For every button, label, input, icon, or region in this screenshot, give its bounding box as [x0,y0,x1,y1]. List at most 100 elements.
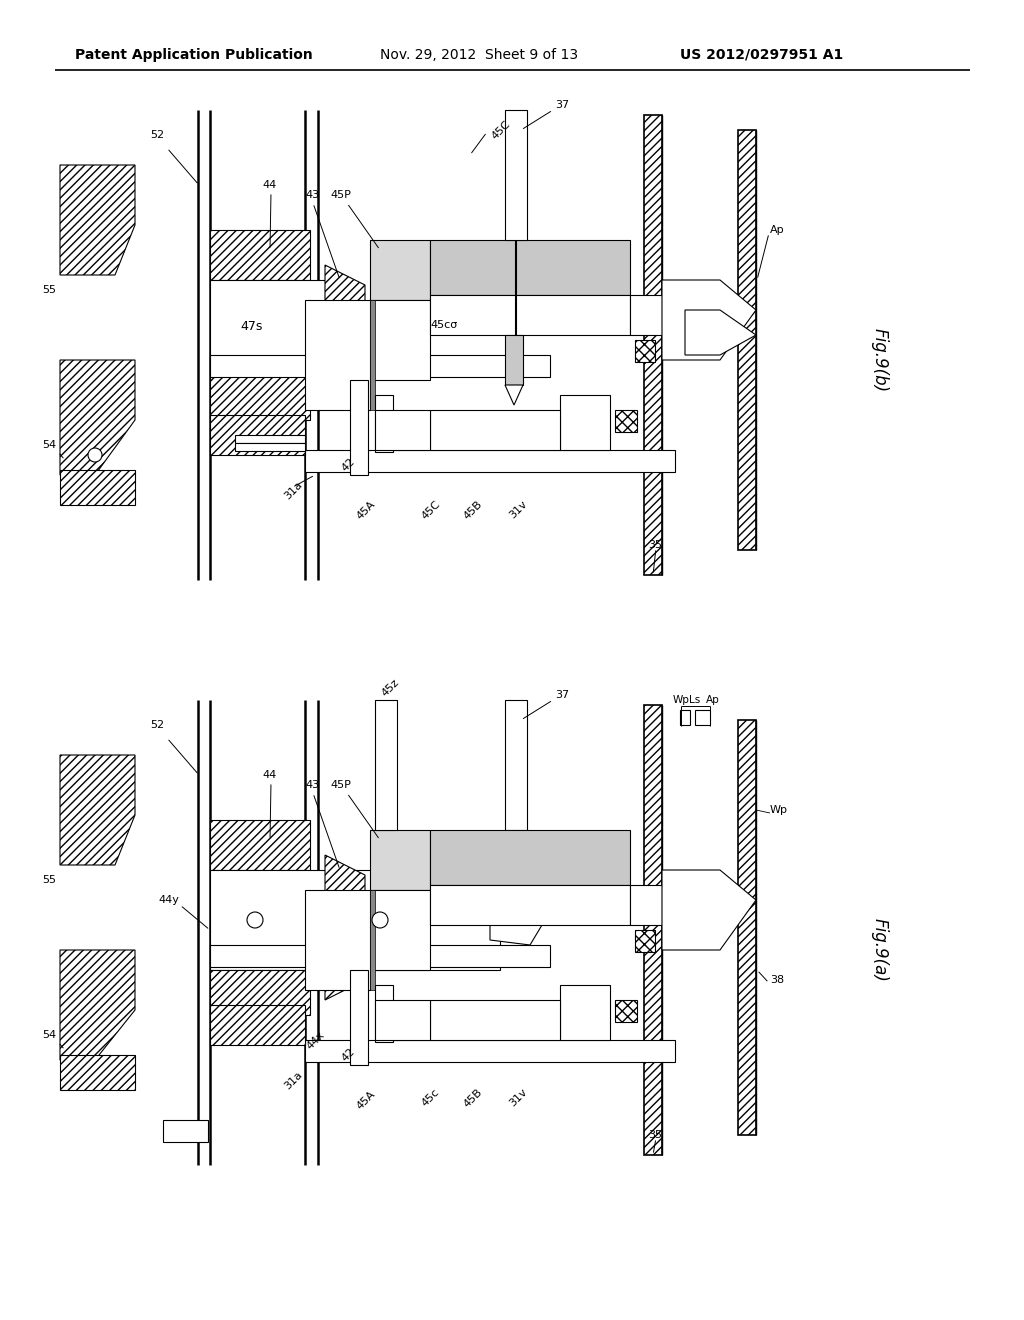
Text: 44: 44 [262,180,276,190]
Bar [370,830,430,890]
Text: 35: 35 [648,540,662,550]
Bar [370,890,375,990]
Text: 42: 42 [340,1047,357,1064]
Bar [210,230,310,280]
Text: 52: 52 [150,129,164,140]
Bar [210,970,310,1015]
Bar [210,1005,305,1045]
Bar [615,411,637,432]
Bar [505,335,523,385]
Text: 37: 37 [555,100,569,110]
Text: 31v: 31v [508,499,529,521]
Text: 31v: 31v [508,1088,529,1109]
Bar [505,110,527,240]
Bar [430,411,560,450]
Bar [370,300,375,411]
Text: 45z: 45z [380,677,401,698]
Text: Wp: Wp [673,696,690,705]
Bar [615,1001,637,1022]
Bar [375,700,397,830]
Bar [370,890,430,970]
Polygon shape [662,280,756,360]
Bar [375,1001,430,1040]
Text: 45B: 45B [462,1086,484,1109]
Bar [375,395,393,451]
Text: 47s: 47s [241,321,263,334]
Text: Fig.9(a): Fig.9(a) [871,919,889,982]
Bar [695,710,710,725]
Bar [305,450,675,473]
Bar [60,470,135,506]
Text: 55: 55 [42,875,56,884]
Text: 44x: 44x [305,1030,327,1051]
Bar [630,884,662,925]
Polygon shape [325,265,365,411]
Polygon shape [662,870,756,950]
Bar [210,945,550,968]
Polygon shape [60,755,135,865]
Bar [680,710,690,725]
Text: 31a: 31a [283,1069,305,1090]
Bar [210,870,500,970]
Circle shape [247,912,263,928]
Polygon shape [490,895,545,945]
Bar [630,294,662,335]
Text: 45C: 45C [490,119,513,141]
Text: 43: 43 [305,190,319,201]
Bar [560,985,610,1040]
Text: 45C: 45C [420,499,442,521]
Polygon shape [685,310,756,355]
Text: US 2012/0297951 A1: US 2012/0297951 A1 [680,48,843,62]
Text: 45A: 45A [355,499,378,521]
Bar [370,240,430,300]
Text: 54: 54 [42,440,56,450]
Bar [234,436,305,444]
Text: Nov. 29, 2012  Sheet 9 of 13: Nov. 29, 2012 Sheet 9 of 13 [380,48,579,62]
Text: Patent Application Publication: Patent Application Publication [75,48,312,62]
Bar [505,700,527,830]
Text: 55: 55 [42,285,56,294]
Polygon shape [60,950,135,1060]
Bar [644,115,662,576]
Bar [430,884,630,925]
Text: 31a: 31a [283,479,305,500]
Text: 38: 38 [770,975,784,985]
Bar [163,1119,208,1142]
Bar [738,719,756,1135]
Text: 54: 54 [42,1030,56,1040]
Bar [370,300,430,380]
Polygon shape [325,855,365,1001]
Bar [210,280,325,375]
Polygon shape [60,360,135,475]
Bar [738,129,756,550]
Bar [210,375,310,420]
Bar [350,380,368,475]
Text: 45B: 45B [462,499,484,521]
Bar [375,985,393,1041]
Bar [635,931,655,952]
Bar [644,705,662,1155]
Polygon shape [60,165,135,275]
Text: Ls: Ls [689,696,700,705]
Text: Ap: Ap [706,696,720,705]
Polygon shape [505,385,523,405]
Bar [430,1001,560,1040]
Text: Fig.9(b): Fig.9(b) [871,327,889,392]
Bar [305,890,370,990]
Text: 52: 52 [150,719,164,730]
Text: 44y: 44y [158,895,179,906]
Text: Wp: Wp [770,805,788,814]
Text: 45P: 45P [330,780,351,789]
Text: 45c: 45c [420,1088,441,1109]
Bar [635,341,655,362]
Bar [305,300,370,411]
Bar [210,355,550,378]
Bar [210,414,305,455]
Bar [350,970,368,1065]
Bar [430,294,630,335]
Circle shape [372,912,388,928]
Bar [305,1040,675,1063]
Bar [60,1055,135,1090]
Text: 45A: 45A [355,1089,378,1111]
Circle shape [88,447,102,462]
